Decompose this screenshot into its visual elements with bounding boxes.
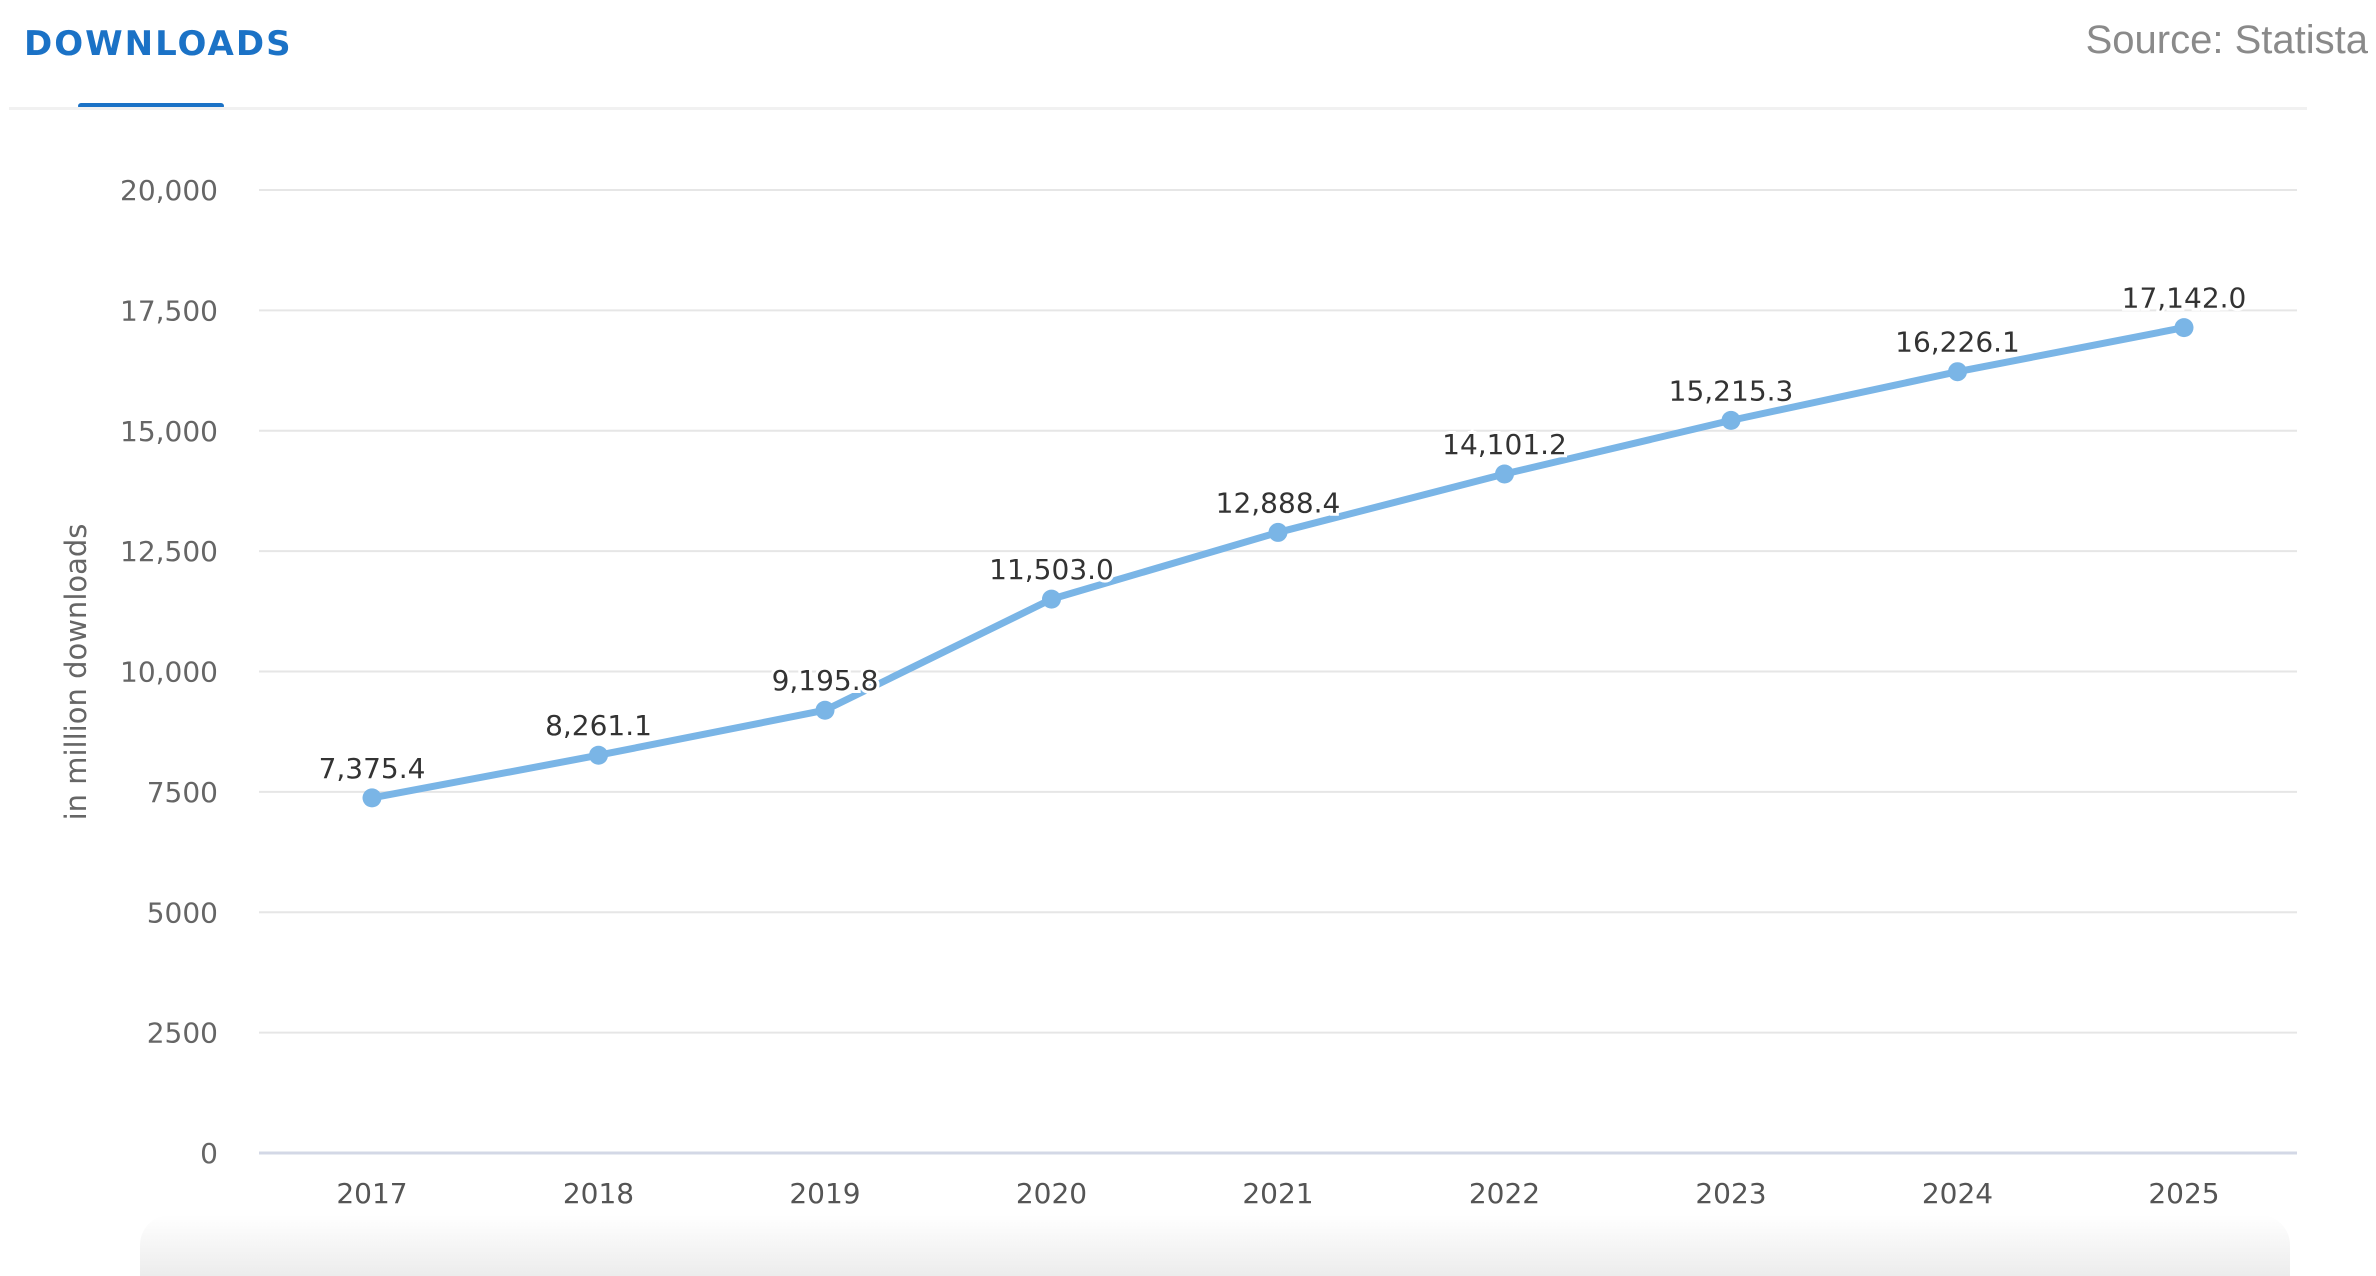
header-divider [9,107,2307,110]
data-point [362,788,382,808]
y-tick-label: 5000 [147,896,218,929]
data-label: 15,215.3 [1669,374,1794,407]
data-label: 9,195.8 [772,664,879,697]
x-tick-label: 2024 [1922,1177,1993,1210]
data-point [1948,362,1967,382]
y-tick-label: 10,000 [120,656,218,689]
data-label: 16,226.1 [1895,326,2020,359]
data-label: 8,261.1 [545,709,652,742]
y-tick-label: 0 [200,1137,218,1170]
x-tick-label: 2018 [563,1177,634,1210]
x-tick-label: 2020 [1016,1177,1087,1210]
data-label: 14,101.2 [1442,428,1567,461]
active-tab-indicator [78,103,224,109]
x-tick-label: 2019 [789,1177,860,1210]
data-label: 17,142.0 [2122,282,2247,315]
x-tick-label: 2023 [1695,1177,1766,1210]
data-point [1495,464,1514,484]
data-label: 7,375.4 [319,752,426,785]
data-point [1721,410,1741,430]
bottom-shadow [140,1215,2290,1276]
y-tick-label: 20,000 [120,174,218,207]
data-point [1268,522,1288,542]
y-tick-label: 12,500 [120,535,218,568]
data-point [2174,318,2194,338]
data-point [815,700,835,720]
x-tick-label: 2022 [1469,1177,1540,1210]
y-tick-label: 2500 [147,1017,218,1050]
y-axis-title: in million downloads [59,524,93,821]
data-point [1042,589,1061,609]
x-tick-label: 2017 [336,1177,407,1210]
data-label: 11,503.0 [989,553,1114,586]
data-point [589,745,608,765]
source-label: Source: Statista [2085,18,2368,62]
x-tick-label: 2025 [2148,1177,2219,1210]
data-label: 12,888.4 [1216,486,1341,519]
x-tick-label: 2021 [1242,1177,1313,1210]
tab-downloads[interactable]: DOWNLOADS [24,24,293,64]
y-tick-label: 17,500 [120,294,218,327]
y-tick-label: 15,000 [120,415,218,448]
y-tick-label: 7500 [147,776,218,809]
